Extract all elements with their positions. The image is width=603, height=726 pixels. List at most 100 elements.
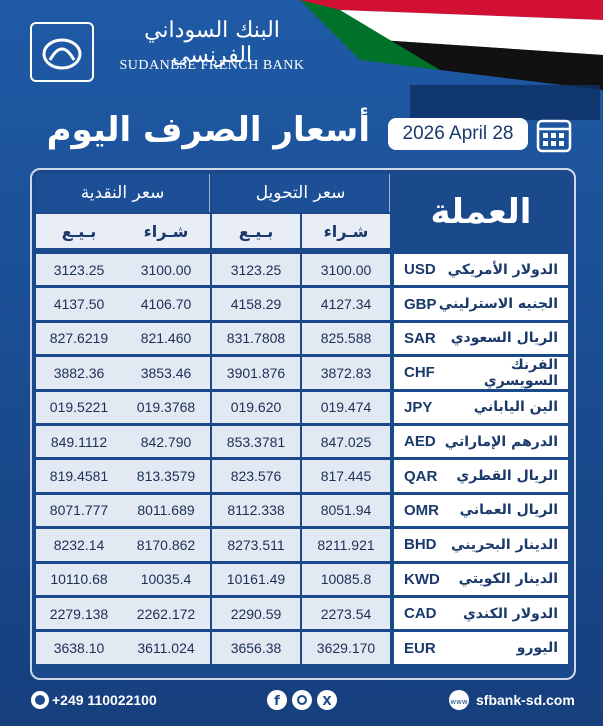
rate-cell: 2262.172	[122, 598, 210, 630]
rate-cell: 4106.70	[122, 288, 210, 320]
rate-cell: 8232.14	[36, 529, 122, 561]
rate-cell: 2290.59	[212, 598, 300, 630]
currency-cell: JPY الين الياباني	[394, 391, 568, 423]
rate-cell: 4127.34	[302, 288, 390, 320]
rate-cell: 019.5221	[36, 391, 122, 423]
currency-code: AED	[404, 433, 436, 451]
date: 2026 April 28	[388, 118, 528, 150]
rate-cell: 10161.49	[212, 563, 300, 595]
rate-cell: 3872.83	[302, 357, 390, 389]
rate-cell: 3123.25	[212, 254, 300, 286]
svg-text:www: www	[450, 698, 467, 706]
website[interactable]: sfbank-sd.com	[476, 692, 575, 708]
currency-name: الفرنك السويسري	[483, 356, 558, 389]
currency-cell: QAR الريال القطري	[394, 460, 568, 492]
currency-code: SAR	[404, 329, 436, 347]
svg-text:f: f	[274, 694, 280, 709]
currency-code: CHF	[404, 364, 435, 382]
currency-code: OMR	[404, 501, 439, 519]
rate-cell: 3901.876	[212, 357, 300, 389]
rate-cell: 8051.94	[302, 494, 390, 527]
rate-cell: 8211.921	[302, 529, 390, 561]
phone: +249 110022100	[52, 692, 157, 708]
sub-header: شـراء	[302, 214, 390, 248]
rate-cell: 4137.50	[36, 288, 122, 320]
title: أسعار الصرف اليوم	[46, 110, 370, 150]
rate-cell: 019.474	[302, 391, 390, 423]
currency-code: KWD	[404, 570, 440, 588]
rate-cell: 3629.170	[302, 632, 390, 664]
rate-cell: 8071.777	[36, 494, 122, 527]
rate-cell: 849.1112	[36, 426, 122, 458]
rate-cell: 3882.36	[36, 357, 122, 389]
currency-name: الدينار البحريني	[450, 536, 558, 553]
currency-code: GBP	[404, 295, 437, 313]
currency-cell: SAR الريال السعودي	[394, 322, 568, 355]
rate-cell: 10110.68	[36, 563, 122, 595]
sub-header: بـيـع	[36, 214, 122, 248]
currency-code: USD	[404, 261, 436, 279]
flag-decoration	[300, 0, 603, 120]
rates-table: سعر النقدية سعر التحويل العملة بـيـع شـراء بـ…	[30, 168, 576, 680]
rate-cell: 8273.511	[212, 529, 300, 561]
currency-name: الريال القطري	[456, 468, 558, 485]
rate-cell: 819.4581	[36, 460, 122, 492]
currency-name: الريال العماني	[459, 502, 558, 519]
rate-cell: 019.3768	[122, 391, 210, 423]
sub-header: بـيـع	[212, 214, 300, 248]
currency-cell: CAD الدولار الكندي	[394, 598, 568, 630]
rate-cell: 821.460	[122, 322, 210, 355]
rate-cell: 813.3579	[122, 460, 210, 492]
rate-cell: 3656.38	[212, 632, 300, 664]
currency-code: QAR	[404, 467, 438, 485]
rate-cell: 817.445	[302, 460, 390, 492]
rate-cell: 831.7808	[212, 322, 300, 355]
rate-cell: 3100.00	[122, 254, 210, 286]
rate-cell: 8112.338	[212, 494, 300, 527]
currency-code: BHD	[404, 536, 437, 554]
rate-cell: 4158.29	[212, 288, 300, 320]
rate-cell: 825.588	[302, 322, 390, 355]
bank-name-ar: البنك السوداني الفرنسي	[144, 18, 280, 68]
currency-header: العملة	[430, 192, 532, 232]
rate-cell: 847.025	[302, 426, 390, 458]
rate-cell: 8170.862	[122, 529, 210, 561]
logo	[30, 22, 94, 82]
currency-name: اليورو	[516, 640, 558, 657]
rate-cell: 3123.25	[36, 254, 122, 286]
rate-cell: 2273.54	[302, 598, 390, 630]
rate-cell: 8011.689	[122, 494, 210, 527]
currency-code: CAD	[404, 605, 437, 623]
currency-cell: USD الدولار الأمريكي	[394, 254, 568, 286]
group-header: سعر النقدية	[36, 174, 210, 212]
svg-text:X: X	[322, 694, 332, 708]
bank-name-en: SUDANESE FRENCH BANK	[119, 58, 305, 73]
currency-cell: GBP الجنيه الاسترليني	[394, 288, 568, 320]
currency-cell: EUR اليورو	[394, 632, 568, 664]
currency-name: الدولار الأمريكي	[447, 261, 558, 278]
rate-cell: 827.6219	[36, 322, 122, 355]
currency-name: الدينار الكويتي	[458, 571, 558, 588]
rate-cell: 3100.00	[302, 254, 390, 286]
currency-name: الين الياباني	[473, 399, 558, 416]
currency-code: EUR	[404, 639, 436, 657]
rate-cell: 019.620	[212, 391, 300, 423]
currency-cell: CHF الفرنك السويسري	[394, 356, 568, 389]
currency-cell: AED الدرهم الإماراتي	[394, 426, 568, 458]
rate-cell: 10085.8	[302, 563, 390, 595]
rate-cell: 853.3781	[212, 426, 300, 458]
currency-name: الدرهم الإماراتي	[444, 433, 558, 450]
currency-cell: KWD الدينار الكويتي	[394, 563, 568, 595]
social-icons[interactable]: f X	[266, 689, 342, 711]
web-icon: www	[449, 690, 469, 710]
rate-cell: 2279.138	[36, 598, 122, 630]
rate-cell: 3853.46	[122, 357, 210, 389]
rate-cell: 842.790	[122, 426, 210, 458]
currency-name: الدولار الكندي	[462, 605, 558, 622]
currency-cell: OMR الريال العماني	[394, 494, 568, 527]
whatsapp-icon	[31, 691, 49, 709]
rate-cell: 3638.10	[36, 632, 122, 664]
rate-cell: 823.576	[212, 460, 300, 492]
currency-name: الجنيه الاسترليني	[438, 296, 558, 313]
